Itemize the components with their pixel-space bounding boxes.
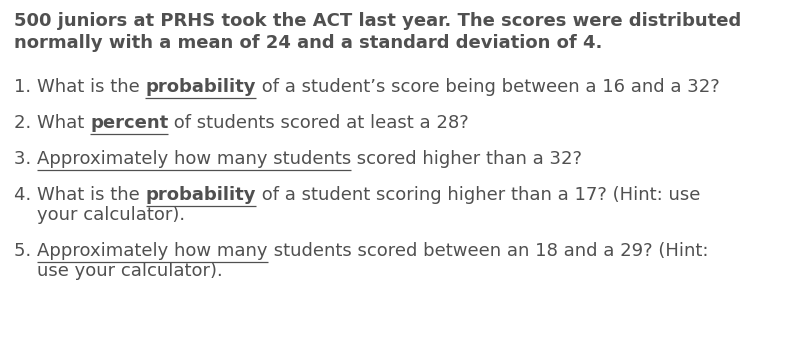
Text: 4.: 4. xyxy=(14,186,37,204)
Text: Approximately how many: Approximately how many xyxy=(37,242,267,260)
Text: What: What xyxy=(37,114,90,132)
Text: your calculator).: your calculator). xyxy=(37,206,185,224)
Text: 1.: 1. xyxy=(14,78,37,96)
Text: Approximately how many students: Approximately how many students xyxy=(37,150,351,168)
Text: probability: probability xyxy=(145,186,255,204)
Text: What is the: What is the xyxy=(37,78,145,96)
Text: What is the: What is the xyxy=(37,186,145,204)
Text: percent: percent xyxy=(90,114,168,132)
Text: probability: probability xyxy=(145,78,255,96)
Text: of a student scoring higher than a 17? (Hint: use: of a student scoring higher than a 17? (… xyxy=(255,186,699,204)
Text: students scored between an 18 and a 29? (Hint:: students scored between an 18 and a 29? … xyxy=(267,242,707,260)
Text: use your calculator).: use your calculator). xyxy=(37,262,222,280)
Text: 5.: 5. xyxy=(14,242,37,260)
Text: 500 juniors at PRHS took the ACT last year. The scores were distributed: 500 juniors at PRHS took the ACT last ye… xyxy=(14,12,740,30)
Text: normally with a mean of 24 and a standard deviation of 4.: normally with a mean of 24 and a standar… xyxy=(14,34,601,52)
Text: of students scored at least a 28?: of students scored at least a 28? xyxy=(168,114,468,132)
Text: scored higher than a 32?: scored higher than a 32? xyxy=(351,150,581,168)
Text: 3.: 3. xyxy=(14,150,37,168)
Text: of a student’s score being between a 16 and a 32?: of a student’s score being between a 16 … xyxy=(255,78,719,96)
Text: 2.: 2. xyxy=(14,114,37,132)
